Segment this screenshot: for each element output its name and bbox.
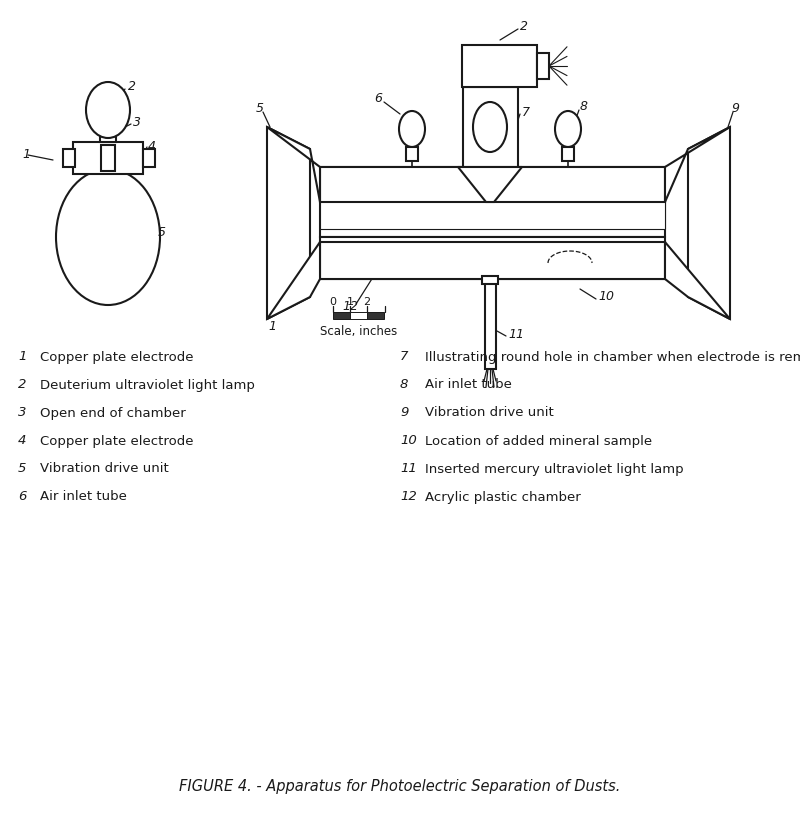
Text: Copper plate electrode: Copper plate electrode (40, 351, 194, 364)
Text: 12: 12 (400, 490, 417, 504)
Bar (482, 276, 498, 284)
Text: 1: 1 (18, 351, 26, 364)
Polygon shape (267, 242, 320, 319)
Bar (463, 87, 518, 167)
Bar (320, 167, 665, 237)
Bar (485, 279, 496, 369)
Text: 8: 8 (580, 101, 588, 113)
Bar (562, 147, 574, 161)
Bar (320, 167, 665, 202)
Ellipse shape (56, 169, 160, 305)
Text: 0: 0 (330, 297, 337, 307)
Bar (143, 149, 155, 167)
Text: 4: 4 (148, 141, 156, 154)
Text: Scale, inches: Scale, inches (320, 324, 398, 337)
Text: 1: 1 (268, 321, 276, 333)
Polygon shape (458, 167, 522, 202)
Text: FIGURE 4. - Apparatus for Photoelectric Separation of Dusts.: FIGURE 4. - Apparatus for Photoelectric … (179, 780, 621, 795)
Text: 2: 2 (128, 80, 136, 93)
Bar (63, 149, 75, 167)
Bar (406, 147, 418, 161)
Bar (320, 242, 665, 279)
Polygon shape (688, 127, 730, 319)
Ellipse shape (86, 82, 130, 138)
Text: 5: 5 (18, 462, 26, 476)
Text: 10: 10 (400, 434, 417, 447)
Bar (367, 312, 384, 319)
Text: Acrylic plastic chamber: Acrylic plastic chamber (425, 490, 581, 504)
Text: Vibration drive unit: Vibration drive unit (40, 462, 169, 476)
Text: 11: 11 (400, 462, 417, 476)
Text: 7: 7 (400, 351, 408, 364)
Text: 5: 5 (158, 226, 166, 238)
Bar (320, 175, 665, 229)
Text: Air inlet tube: Air inlet tube (40, 490, 127, 504)
Polygon shape (665, 127, 730, 202)
Text: 10: 10 (598, 290, 614, 304)
Text: Illustrating round hole in chamber when electrode is removed: Illustrating round hole in chamber when … (425, 351, 800, 364)
Text: 5: 5 (256, 103, 264, 116)
Text: 8: 8 (400, 379, 408, 391)
Bar (73, 142, 143, 174)
Text: Inserted mercury ultraviolet light lamp: Inserted mercury ultraviolet light lamp (425, 462, 684, 476)
Bar (101, 145, 115, 171)
Text: Copper plate electrode: Copper plate electrode (40, 434, 194, 447)
Text: Air inlet tube: Air inlet tube (425, 379, 512, 391)
Text: Location of added mineral sample: Location of added mineral sample (425, 434, 652, 447)
Text: 9: 9 (400, 407, 408, 419)
Bar (333, 312, 350, 319)
Text: 12: 12 (342, 300, 358, 313)
Ellipse shape (555, 111, 581, 147)
Bar (320, 245, 665, 271)
Text: 2: 2 (520, 21, 528, 34)
Text: 6: 6 (18, 490, 26, 504)
Polygon shape (267, 127, 320, 202)
Text: 1: 1 (22, 147, 30, 160)
Text: Deuterium ultraviolet light lamp: Deuterium ultraviolet light lamp (40, 379, 255, 391)
Text: 3: 3 (18, 407, 26, 419)
Text: 9: 9 (731, 103, 739, 116)
Text: 2: 2 (18, 379, 26, 391)
Bar (350, 312, 367, 319)
Bar (320, 237, 665, 279)
Polygon shape (665, 242, 730, 319)
Polygon shape (267, 127, 310, 319)
Text: 1: 1 (346, 297, 354, 307)
Text: 2: 2 (363, 297, 370, 307)
Bar (100, 127, 116, 142)
Text: 3: 3 (133, 116, 141, 128)
Text: 11: 11 (508, 327, 524, 341)
Ellipse shape (399, 111, 425, 147)
Ellipse shape (473, 102, 507, 152)
Bar (537, 53, 549, 79)
Text: 7: 7 (522, 106, 530, 118)
Text: Open end of chamber: Open end of chamber (40, 407, 186, 419)
Text: Vibration drive unit: Vibration drive unit (425, 407, 554, 419)
Text: 6: 6 (374, 93, 382, 106)
Bar (462, 45, 537, 87)
Text: 4: 4 (18, 434, 26, 447)
